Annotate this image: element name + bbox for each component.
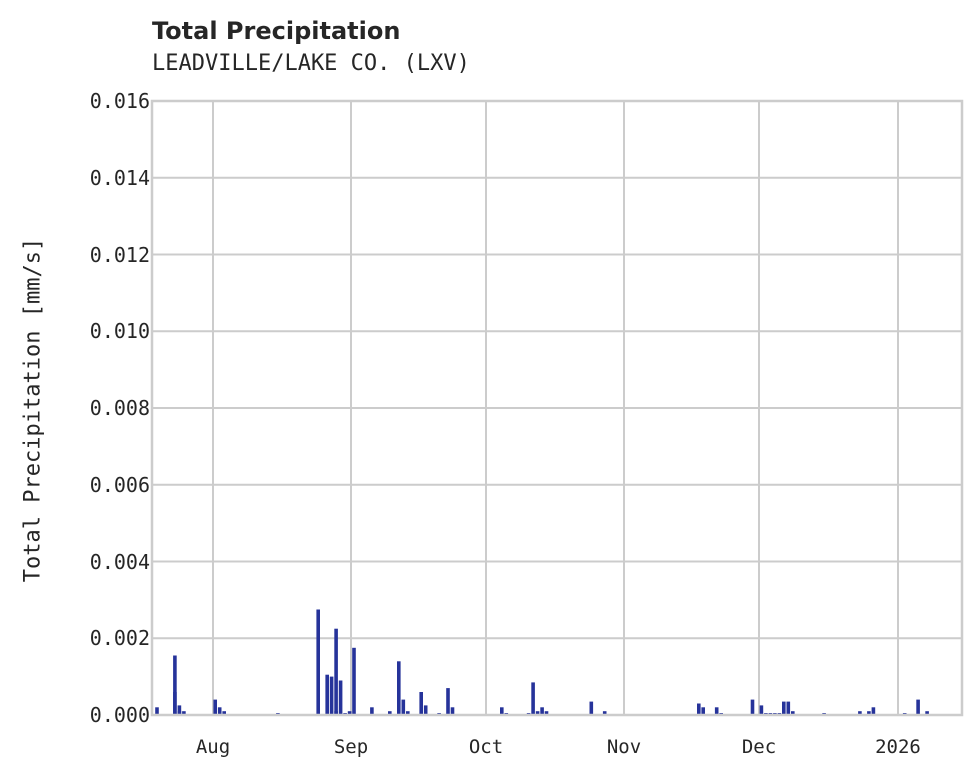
- precip-bar: [535, 711, 540, 715]
- x-tick-sep: Sep: [333, 736, 369, 758]
- precip-bar: [589, 701, 594, 715]
- precip-bar: [155, 707, 159, 715]
- precip-bar: [177, 705, 182, 715]
- precip-bar: [759, 705, 764, 715]
- precip-bar: [858, 711, 862, 715]
- precip-bar: [182, 711, 186, 715]
- precip-bar: [916, 699, 920, 715]
- precip-bar: [782, 701, 786, 715]
- precip-bar: [867, 711, 871, 715]
- y-tick: 0.012: [89, 243, 150, 267]
- precip-bar: [325, 674, 329, 715]
- plot-frame: [150, 99, 964, 717]
- precip-bar: [419, 692, 423, 715]
- y-tick: 0.014: [89, 166, 150, 190]
- y-tick: 0.006: [89, 473, 150, 497]
- precip-bar: [173, 655, 177, 715]
- precip-bar: [500, 707, 504, 715]
- precip-bar: [338, 680, 343, 715]
- precip-bar: [544, 711, 549, 715]
- precip-bar: [352, 647, 356, 715]
- precip-bar: [786, 701, 791, 715]
- precip-bar: [697, 703, 701, 715]
- precip-bar: [401, 699, 406, 715]
- precip-bar: [450, 707, 455, 715]
- precip-bar: [714, 707, 719, 715]
- precip-bar: [701, 707, 705, 715]
- precip-bar: [446, 688, 450, 715]
- precip-bar: [423, 705, 428, 715]
- precip-bar: [316, 609, 320, 715]
- precip-bar: [370, 707, 374, 715]
- x-tick-dec: Dec: [741, 736, 777, 758]
- x-tick-2026: 2026: [875, 736, 921, 758]
- precip-bar: [750, 699, 755, 715]
- precipitation-bars: [155, 609, 929, 715]
- precip-bar: [177, 711, 182, 715]
- precip-bar: [213, 699, 217, 715]
- x-tick-aug: Aug: [195, 736, 231, 758]
- y-tick: 0.008: [89, 396, 150, 420]
- x-tick-nov: Nov: [606, 736, 642, 758]
- y-tick: 0.000: [89, 703, 150, 727]
- y-tick: 0.002: [89, 626, 150, 650]
- y-tick: 0.016: [89, 89, 150, 113]
- precip-bar: [791, 711, 795, 715]
- precip-bar: [388, 711, 392, 715]
- precip-bar: [347, 711, 352, 715]
- precip-bar: [334, 628, 338, 715]
- precip-bar: [871, 707, 876, 715]
- precip-bar: [531, 682, 535, 715]
- chart-subtitle: LEADVILLE/LAKE CO. (LXV): [152, 51, 470, 76]
- precip-bar: [397, 661, 401, 715]
- precip-bar: [217, 707, 222, 715]
- x-tick-oct: Oct: [468, 736, 504, 758]
- precip-bar: [925, 711, 929, 715]
- y-tick: 0.010: [89, 319, 150, 343]
- precip-bar: [406, 711, 410, 715]
- precip-bar: [602, 711, 607, 715]
- precip-bar: [222, 711, 226, 715]
- precip-bar: [540, 707, 544, 715]
- gridlines: [152, 101, 962, 715]
- y-tick: 0.004: [89, 550, 150, 574]
- chart-title: Total Precipitation: [152, 17, 401, 45]
- precip-bar: [329, 676, 334, 715]
